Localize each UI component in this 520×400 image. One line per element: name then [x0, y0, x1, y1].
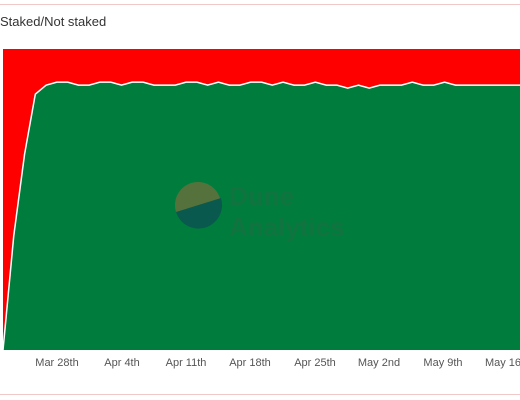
- x-tick-label: Apr 25th: [294, 357, 336, 369]
- x-tick-label: Apr 4th: [104, 357, 139, 369]
- area-series-1: [3, 49, 520, 350]
- watermark-text-line1: Dune: [229, 181, 294, 211]
- top-divider: [0, 4, 520, 5]
- x-tick-label: May 16: [485, 357, 520, 369]
- watermark-text-line2: Analytics: [229, 212, 345, 242]
- area-series-0: [3, 82, 520, 351]
- x-tick-label: Mar 28th: [35, 357, 78, 369]
- x-axis: Mar 28th Apr 4th Apr 11th Apr 18th Apr 25th M…: [35, 357, 520, 369]
- series-boundary-line: [2, 81, 520, 351]
- plot-area: [2, 49, 520, 351]
- x-tick-label: Apr 11th: [166, 357, 207, 369]
- chart-title: Staked/Not staked: [0, 14, 107, 29]
- bottom-divider: [0, 394, 520, 395]
- dune-logo-icon: [175, 182, 223, 229]
- x-tick-label: May 2nd: [358, 357, 400, 369]
- x-tick-label: May 9th: [423, 357, 462, 369]
- x-tick-label: Apr 18th: [229, 357, 271, 369]
